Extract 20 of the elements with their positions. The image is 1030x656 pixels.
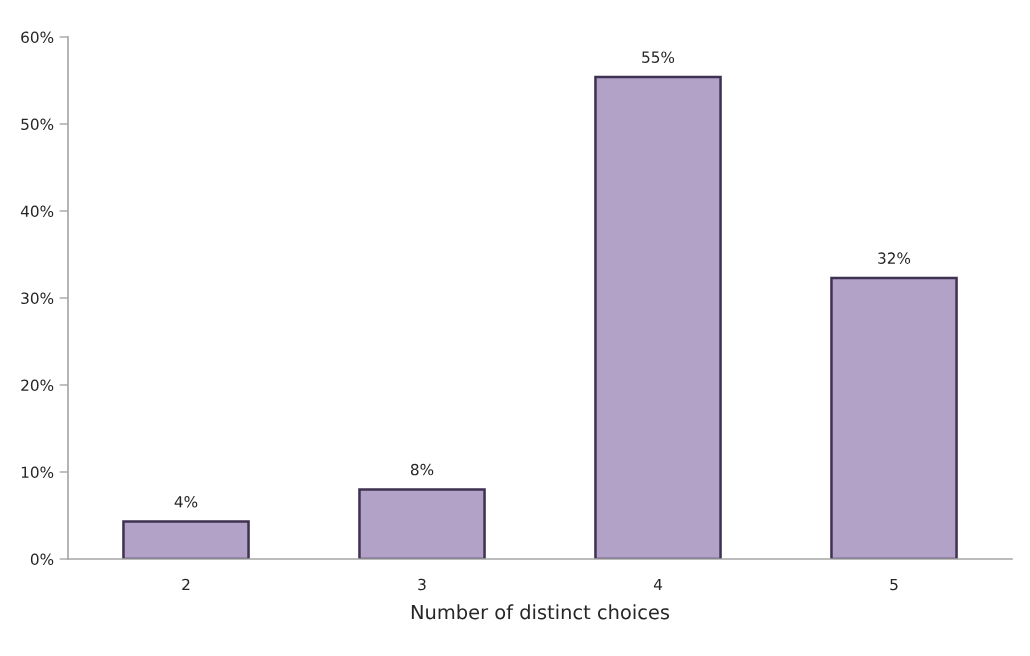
data-label: 4% <box>174 495 198 508</box>
y-tick-label: 30% <box>21 292 54 305</box>
y-tick-label: 10% <box>21 466 54 479</box>
data-label: 55% <box>642 51 675 63</box>
data-label: 8% <box>410 463 434 476</box>
y-tick-label: 20% <box>21 379 54 392</box>
y-tick-label: 60% <box>21 31 54 44</box>
bar <box>358 488 486 559</box>
y-tick-label: 40% <box>20 205 54 218</box>
bar <box>594 75 722 559</box>
bar <box>830 276 958 559</box>
x-tick-label: 3 <box>418 578 426 591</box>
x-tick-label: 5 <box>890 578 898 591</box>
data-label: 32% <box>878 252 911 264</box>
y-tick-label: 50% <box>21 118 54 131</box>
bar <box>122 520 250 559</box>
x-tick-label: 2 <box>182 578 190 591</box>
x-tick-label: 4 <box>653 578 662 591</box>
y-tick-label: 0% <box>30 553 54 566</box>
x-axis-title: Number of distinct choices <box>411 604 670 620</box>
